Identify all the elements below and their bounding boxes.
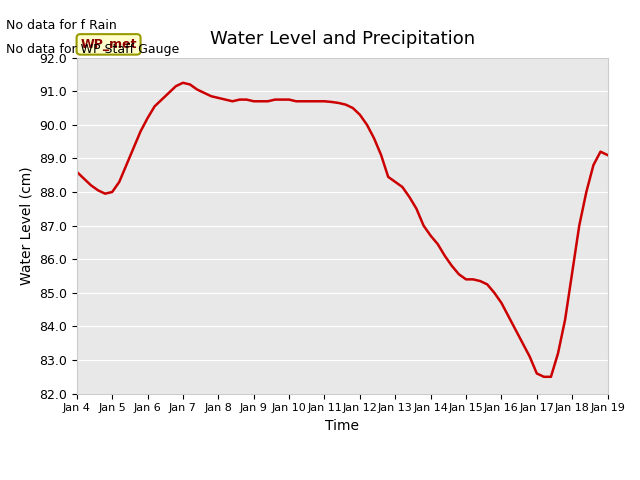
Text: WP_met: WP_met bbox=[81, 38, 137, 51]
Text: No data for WP Staff Gauge: No data for WP Staff Gauge bbox=[6, 43, 180, 56]
X-axis label: Time: Time bbox=[325, 419, 359, 433]
Legend:  bbox=[337, 459, 348, 471]
Title: Water Level and Precipitation: Water Level and Precipitation bbox=[210, 30, 475, 48]
Y-axis label: Water Level (cm): Water Level (cm) bbox=[20, 166, 33, 285]
Text: No data for f Rain: No data for f Rain bbox=[6, 19, 117, 32]
